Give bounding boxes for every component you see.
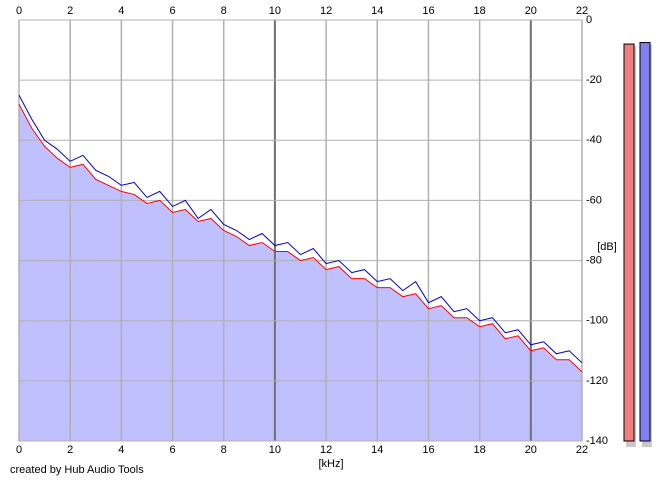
x-tick-label-top: 20 xyxy=(525,5,537,17)
y-tick-label: -140 xyxy=(586,435,608,447)
x-tick-label: 8 xyxy=(221,444,227,456)
spectrum-line xyxy=(18,94,583,364)
y-tick-label: -80 xyxy=(586,254,602,266)
level-meter xyxy=(639,42,651,442)
x-tick-label: 10 xyxy=(269,444,281,456)
x-tick-label: 0 xyxy=(16,444,22,456)
x-tick-label-top: 10 xyxy=(269,5,281,17)
x-tick-label-top: 14 xyxy=(371,5,383,17)
x-tick-label: 4 xyxy=(118,444,124,456)
x-tick-label-top: 12 xyxy=(320,5,332,17)
x-tick-label-top: 0 xyxy=(16,5,22,17)
x-tick-label: 20 xyxy=(525,444,537,456)
x-tick-label-top: 18 xyxy=(474,5,486,17)
y-tick-label: -120 xyxy=(586,375,608,387)
level-meter xyxy=(623,43,635,442)
footer: created by Hub Audio Tools xyxy=(10,464,144,476)
y-tick-label: 0 xyxy=(586,14,592,26)
spectrum-line xyxy=(18,103,583,373)
x-tick-label: 14 xyxy=(371,444,383,456)
x-tick-label-top: 2 xyxy=(67,5,73,17)
y-axis-label: [dB] xyxy=(597,241,617,253)
spectrum-fill xyxy=(19,104,582,441)
x-axis-label: [kHz] xyxy=(318,458,343,470)
x-tick-label: 22 xyxy=(576,444,588,456)
x-tick-label: 18 xyxy=(474,444,486,456)
x-tick-label-top: 6 xyxy=(169,5,175,17)
x-tick-label-top: 16 xyxy=(422,5,434,17)
x-tick-label-top: 22 xyxy=(576,5,588,17)
y-tick-label: -20 xyxy=(586,74,602,86)
x-tick-label: 16 xyxy=(422,444,434,456)
x-tick-label: 2 xyxy=(67,444,73,456)
y-tick-label: -60 xyxy=(586,194,602,206)
x-tick-label-top: 4 xyxy=(118,5,124,17)
x-tick-label-top: 8 xyxy=(221,5,227,17)
x-tick-label: 12 xyxy=(320,444,332,456)
y-tick-label: -40 xyxy=(586,134,602,146)
y-tick-label: -100 xyxy=(586,315,608,327)
x-tick-label: 6 xyxy=(169,444,175,456)
